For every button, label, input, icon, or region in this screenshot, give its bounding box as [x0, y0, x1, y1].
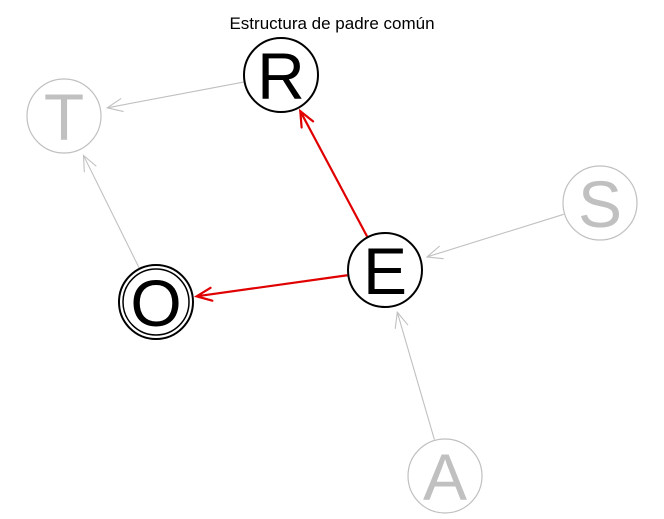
node-o: O [118, 264, 194, 340]
diagram-title: Estructura de padre común [229, 14, 434, 33]
node-label: A [423, 440, 467, 514]
node-label: R [257, 39, 305, 113]
edge-R-to-T [105, 81, 244, 112]
node-s: S [562, 165, 638, 241]
node-r: R [243, 37, 319, 113]
node-a: A [407, 438, 483, 514]
edges-layer [82, 81, 564, 440]
edge-E-to-R [298, 108, 369, 237]
edge-O-to-T [82, 154, 140, 269]
edge-A-to-E [394, 310, 435, 440]
node-label: O [130, 266, 181, 340]
node-label: E [363, 234, 407, 308]
node-label: S [578, 167, 622, 241]
nodes-layer: R T S E O A [26, 37, 638, 514]
node-t: T [26, 78, 102, 154]
node-label: T [44, 80, 84, 154]
edge-E-to-O [193, 274, 348, 302]
node-e: E [347, 232, 423, 308]
edge-S-to-E [425, 213, 564, 260]
